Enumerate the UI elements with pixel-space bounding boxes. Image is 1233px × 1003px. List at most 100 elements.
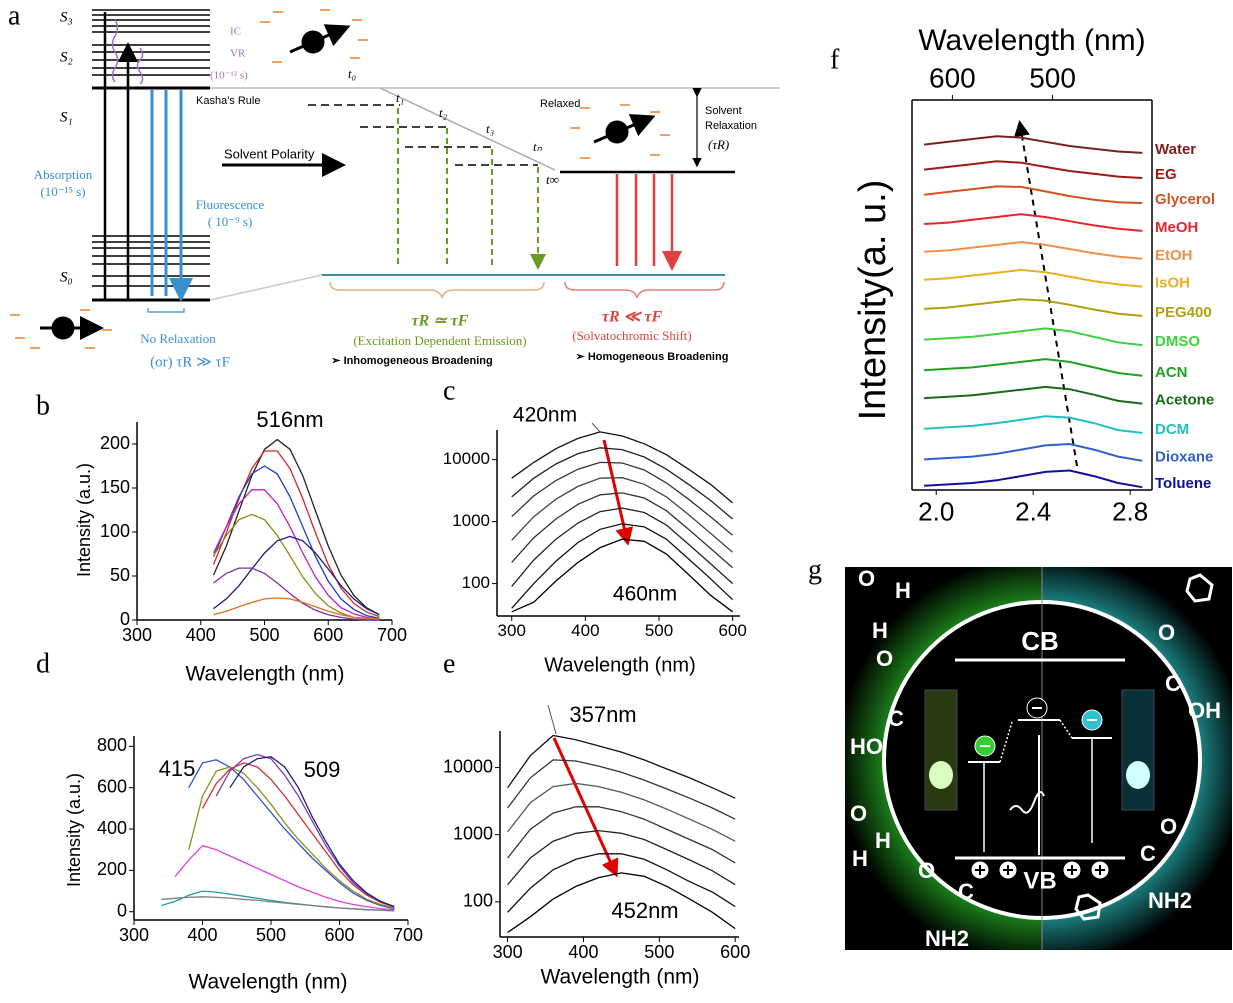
time-label: t₂ <box>439 105 448 120</box>
legend-label: Water <box>1155 141 1196 158</box>
legend-label: MeOH <box>1155 219 1198 236</box>
y-tick-label: 1000 <box>452 511 490 530</box>
y-tick-label: 100 <box>462 573 490 592</box>
y-tick-label: 1000 <box>453 823 493 843</box>
kasha-label: Kasha's Rule <box>196 95 260 107</box>
series-line <box>511 538 733 613</box>
group-label: H <box>895 578 911 603</box>
series-line <box>924 469 1143 489</box>
series-line <box>924 442 1143 462</box>
group-label: C <box>958 879 974 904</box>
series-line <box>213 535 380 616</box>
x-tick-label: 700 <box>393 925 423 945</box>
y-label: Intensity (a.u.) <box>64 773 84 887</box>
no-relaxation: No Relaxation <box>140 331 216 346</box>
group-label: O <box>1160 814 1177 839</box>
y-tick-label: 10000 <box>443 449 490 468</box>
x-label: Wavelength (nm) <box>188 971 347 994</box>
legend-label: IsOH <box>1155 275 1190 292</box>
group-label: C <box>888 706 904 731</box>
band-diagram-text: CB VB O H H O C HO O H H O C NH2 O C OH … <box>850 566 1221 951</box>
x-tick-label: 600 <box>718 621 746 640</box>
y-tick-label: 10000 <box>443 756 493 776</box>
y-tick-label: 100 <box>463 891 493 911</box>
fluorescence-label: Fluorescence <box>196 197 265 212</box>
fluorescence-time: ( 10⁻⁹ s) <box>208 214 253 229</box>
series-line <box>923 160 1143 179</box>
absorption-label: Absorption <box>34 167 93 182</box>
x-tick-label: 500 <box>256 925 286 945</box>
x-tick-label: 400 <box>186 625 216 645</box>
annotation: 357nm <box>569 702 636 727</box>
series-line <box>511 447 734 520</box>
panel-label: d <box>36 648 50 679</box>
level-label: S₂ <box>60 49 73 65</box>
group-label: C <box>1165 671 1181 696</box>
annotation: 420nm <box>513 404 577 427</box>
tau-r: (τR) <box>708 137 729 152</box>
series-line <box>511 431 734 504</box>
level-label: S₁ <box>60 109 73 125</box>
series-line <box>924 241 1143 260</box>
series-line <box>511 461 734 536</box>
series-line <box>161 896 395 912</box>
y-tick-label: 100 <box>100 521 130 541</box>
x-tick-label: 2.4 <box>1015 496 1051 526</box>
series-line <box>507 782 736 842</box>
panel-label: g <box>808 554 822 585</box>
group-label: O <box>850 801 867 826</box>
panel-label: a <box>8 0 21 31</box>
time-label: t₀ <box>348 66 356 81</box>
series-line <box>924 268 1143 288</box>
x-tick-label: 400 <box>571 621 599 640</box>
series-line <box>511 477 734 553</box>
series-line <box>511 507 734 587</box>
series-line <box>507 806 736 864</box>
series-line <box>188 759 395 910</box>
series-line <box>507 829 736 886</box>
x-tick-label: 300 <box>119 925 149 945</box>
level-label: S₀ <box>60 269 73 285</box>
absorption-time: (10⁻¹⁵ s) <box>40 184 85 199</box>
series-line <box>229 756 395 908</box>
group-label: O <box>858 566 875 591</box>
legend-label: Glycerol <box>1155 191 1215 208</box>
x-tick-label: 500 <box>645 621 673 640</box>
y-tick-label: 400 <box>97 818 127 838</box>
top-x-tick-label: 600 <box>929 62 976 93</box>
group-label: O <box>876 646 893 671</box>
series-line <box>924 358 1143 377</box>
vr-time: (10⁻¹² s) <box>210 70 248 82</box>
legend-label: Dioxane <box>1155 449 1213 466</box>
series-line <box>213 567 380 621</box>
group-label: NH2 <box>1148 888 1192 913</box>
green-broadening: ➢ Inhomogeneous Broadening <box>331 355 492 367</box>
series-line <box>924 298 1143 317</box>
y-label: Intensity (a.u.) <box>74 463 94 577</box>
vr-label: VR <box>230 48 246 60</box>
cb-label: CB <box>1021 626 1059 656</box>
x-label: Wavelength (nm) <box>185 663 344 686</box>
legend-label: DCM <box>1155 421 1189 438</box>
series-line <box>507 734 736 799</box>
series-line <box>924 327 1143 347</box>
x-label: Wavelength (nm) <box>540 966 699 989</box>
x-tick-label: 2.8 <box>1112 496 1148 526</box>
group-label: O <box>918 858 935 883</box>
time-label: t₃ <box>486 121 494 136</box>
series-line <box>924 385 1143 405</box>
x-label: Wavelength (nm) <box>544 654 696 676</box>
x-tick-label: 600 <box>720 942 750 962</box>
y-tick-label: 0 <box>117 900 127 920</box>
band-diagram <box>845 567 1232 950</box>
group-label: HO <box>850 734 883 759</box>
annotation: 452nm <box>611 898 678 923</box>
series-line <box>215 753 395 908</box>
series-line <box>213 597 380 620</box>
x-tick-label: 300 <box>493 942 523 962</box>
series-line <box>507 853 736 913</box>
legend-label: Acetone <box>1155 392 1214 409</box>
group-label: O <box>1158 620 1175 645</box>
time-label: t₁ <box>396 90 404 105</box>
series-line <box>212 450 380 618</box>
